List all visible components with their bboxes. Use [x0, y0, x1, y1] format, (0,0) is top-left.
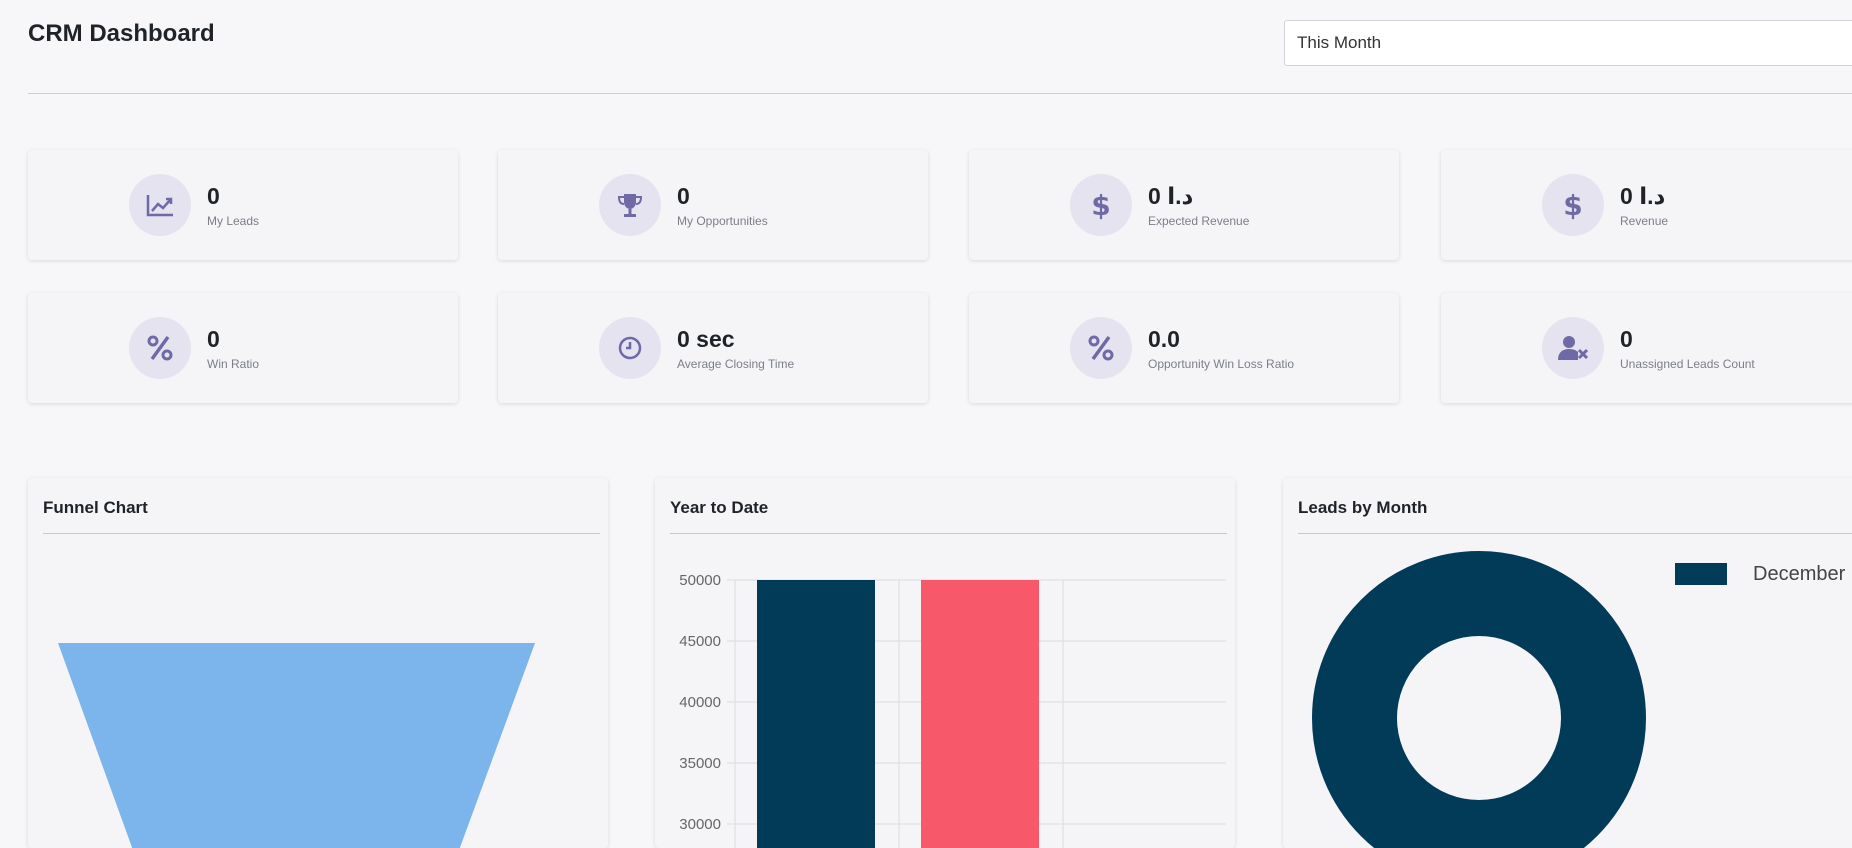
kpi-card-unassigned-leads[interactable]: 0 Unassigned Leads Count: [1441, 293, 1852, 403]
kpi-value: 0.0: [1148, 326, 1180, 352]
donut-slice: [1312, 551, 1646, 848]
percent-icon: [129, 317, 191, 379]
kpi-value: 0: [1620, 326, 1633, 352]
kpi-value: 0 د.ا: [1148, 183, 1194, 209]
tick-label: 30000: [679, 816, 721, 833]
kpi-label: Win Ratio: [207, 357, 260, 371]
kpi-card-expected-revenue[interactable]: $ 0 د.ا Expected Revenue: [969, 150, 1399, 260]
kpi-card-win-ratio[interactable]: 0 Win Ratio: [28, 293, 458, 403]
year-to-date-chart: 50000 45000 40000 35000 30000: [679, 572, 1226, 848]
kpi-label: My Leads: [207, 214, 260, 228]
dollar-icon: $: [1070, 174, 1132, 236]
clock-icon: [599, 317, 661, 379]
panel-title: Funnel Chart: [43, 498, 148, 517]
bar: [921, 580, 1039, 848]
panel-divider: [1298, 533, 1852, 534]
legend-swatch: [1675, 563, 1727, 585]
tick-label: 50000: [679, 572, 721, 589]
period-select[interactable]: This Month: [1284, 20, 1852, 66]
header-divider: [28, 93, 1852, 94]
tick-label: 40000: [679, 694, 721, 711]
leads-by-month-chart: December: [1312, 551, 1846, 848]
funnel-shape: [58, 643, 535, 848]
funnel-chart-panel: Funnel Chart: [28, 478, 608, 848]
tick-label: 35000: [679, 755, 721, 772]
percent-icon: [1070, 317, 1132, 379]
svg-text:$: $: [1563, 189, 1582, 221]
panel-title: Leads by Month: [1298, 498, 1428, 517]
funnel-chart: [58, 643, 535, 848]
trend-up-icon: [129, 174, 191, 236]
kpi-card-my-leads[interactable]: 0 My Leads: [28, 150, 458, 260]
kpi-value: 0: [207, 183, 220, 209]
svg-text:$: $: [1091, 189, 1110, 221]
leads-by-month-panel: Leads by Month December: [1283, 478, 1852, 848]
panel-title: Year to Date: [670, 498, 769, 517]
kpi-card-opportunity-win-loss-ratio[interactable]: 0.0 Opportunity Win Loss Ratio: [969, 293, 1399, 403]
trophy-icon: [599, 174, 661, 236]
kpi-label: Opportunity Win Loss Ratio: [1148, 357, 1295, 371]
kpi-card-revenue[interactable]: $ 0 د.ا Revenue: [1441, 150, 1852, 260]
kpi-value: 0 د.ا: [1620, 183, 1666, 209]
panel-divider: [43, 533, 600, 534]
user-x-icon: [1542, 317, 1604, 379]
legend-label: December: [1753, 563, 1846, 585]
kpi-value: 0: [207, 326, 220, 352]
tick-label: 45000: [679, 633, 721, 650]
kpi-label: Revenue: [1620, 214, 1669, 228]
year-to-date-panel: Year to Date 50000 45000 40000 35000 30000: [655, 478, 1235, 848]
kpi-card-average-closing-time[interactable]: 0 sec Average Closing Time: [498, 293, 928, 403]
top-bar: CRM Dashboard This Month: [0, 0, 1852, 96]
dollar-icon: $: [1542, 174, 1604, 236]
kpi-label: Average Closing Time: [677, 357, 795, 371]
bar: [757, 580, 875, 848]
kpi-label: Unassigned Leads Count: [1620, 357, 1755, 371]
kpi-value: 0: [677, 183, 690, 209]
kpi-value: 0 sec: [677, 326, 735, 352]
page-title: CRM Dashboard: [28, 20, 215, 47]
kpi-label: My Opportunities: [677, 214, 768, 228]
kpi-card-my-opportunities[interactable]: 0 My Opportunities: [498, 150, 928, 260]
kpi-label: Expected Revenue: [1148, 214, 1250, 228]
panel-divider: [670, 533, 1227, 534]
